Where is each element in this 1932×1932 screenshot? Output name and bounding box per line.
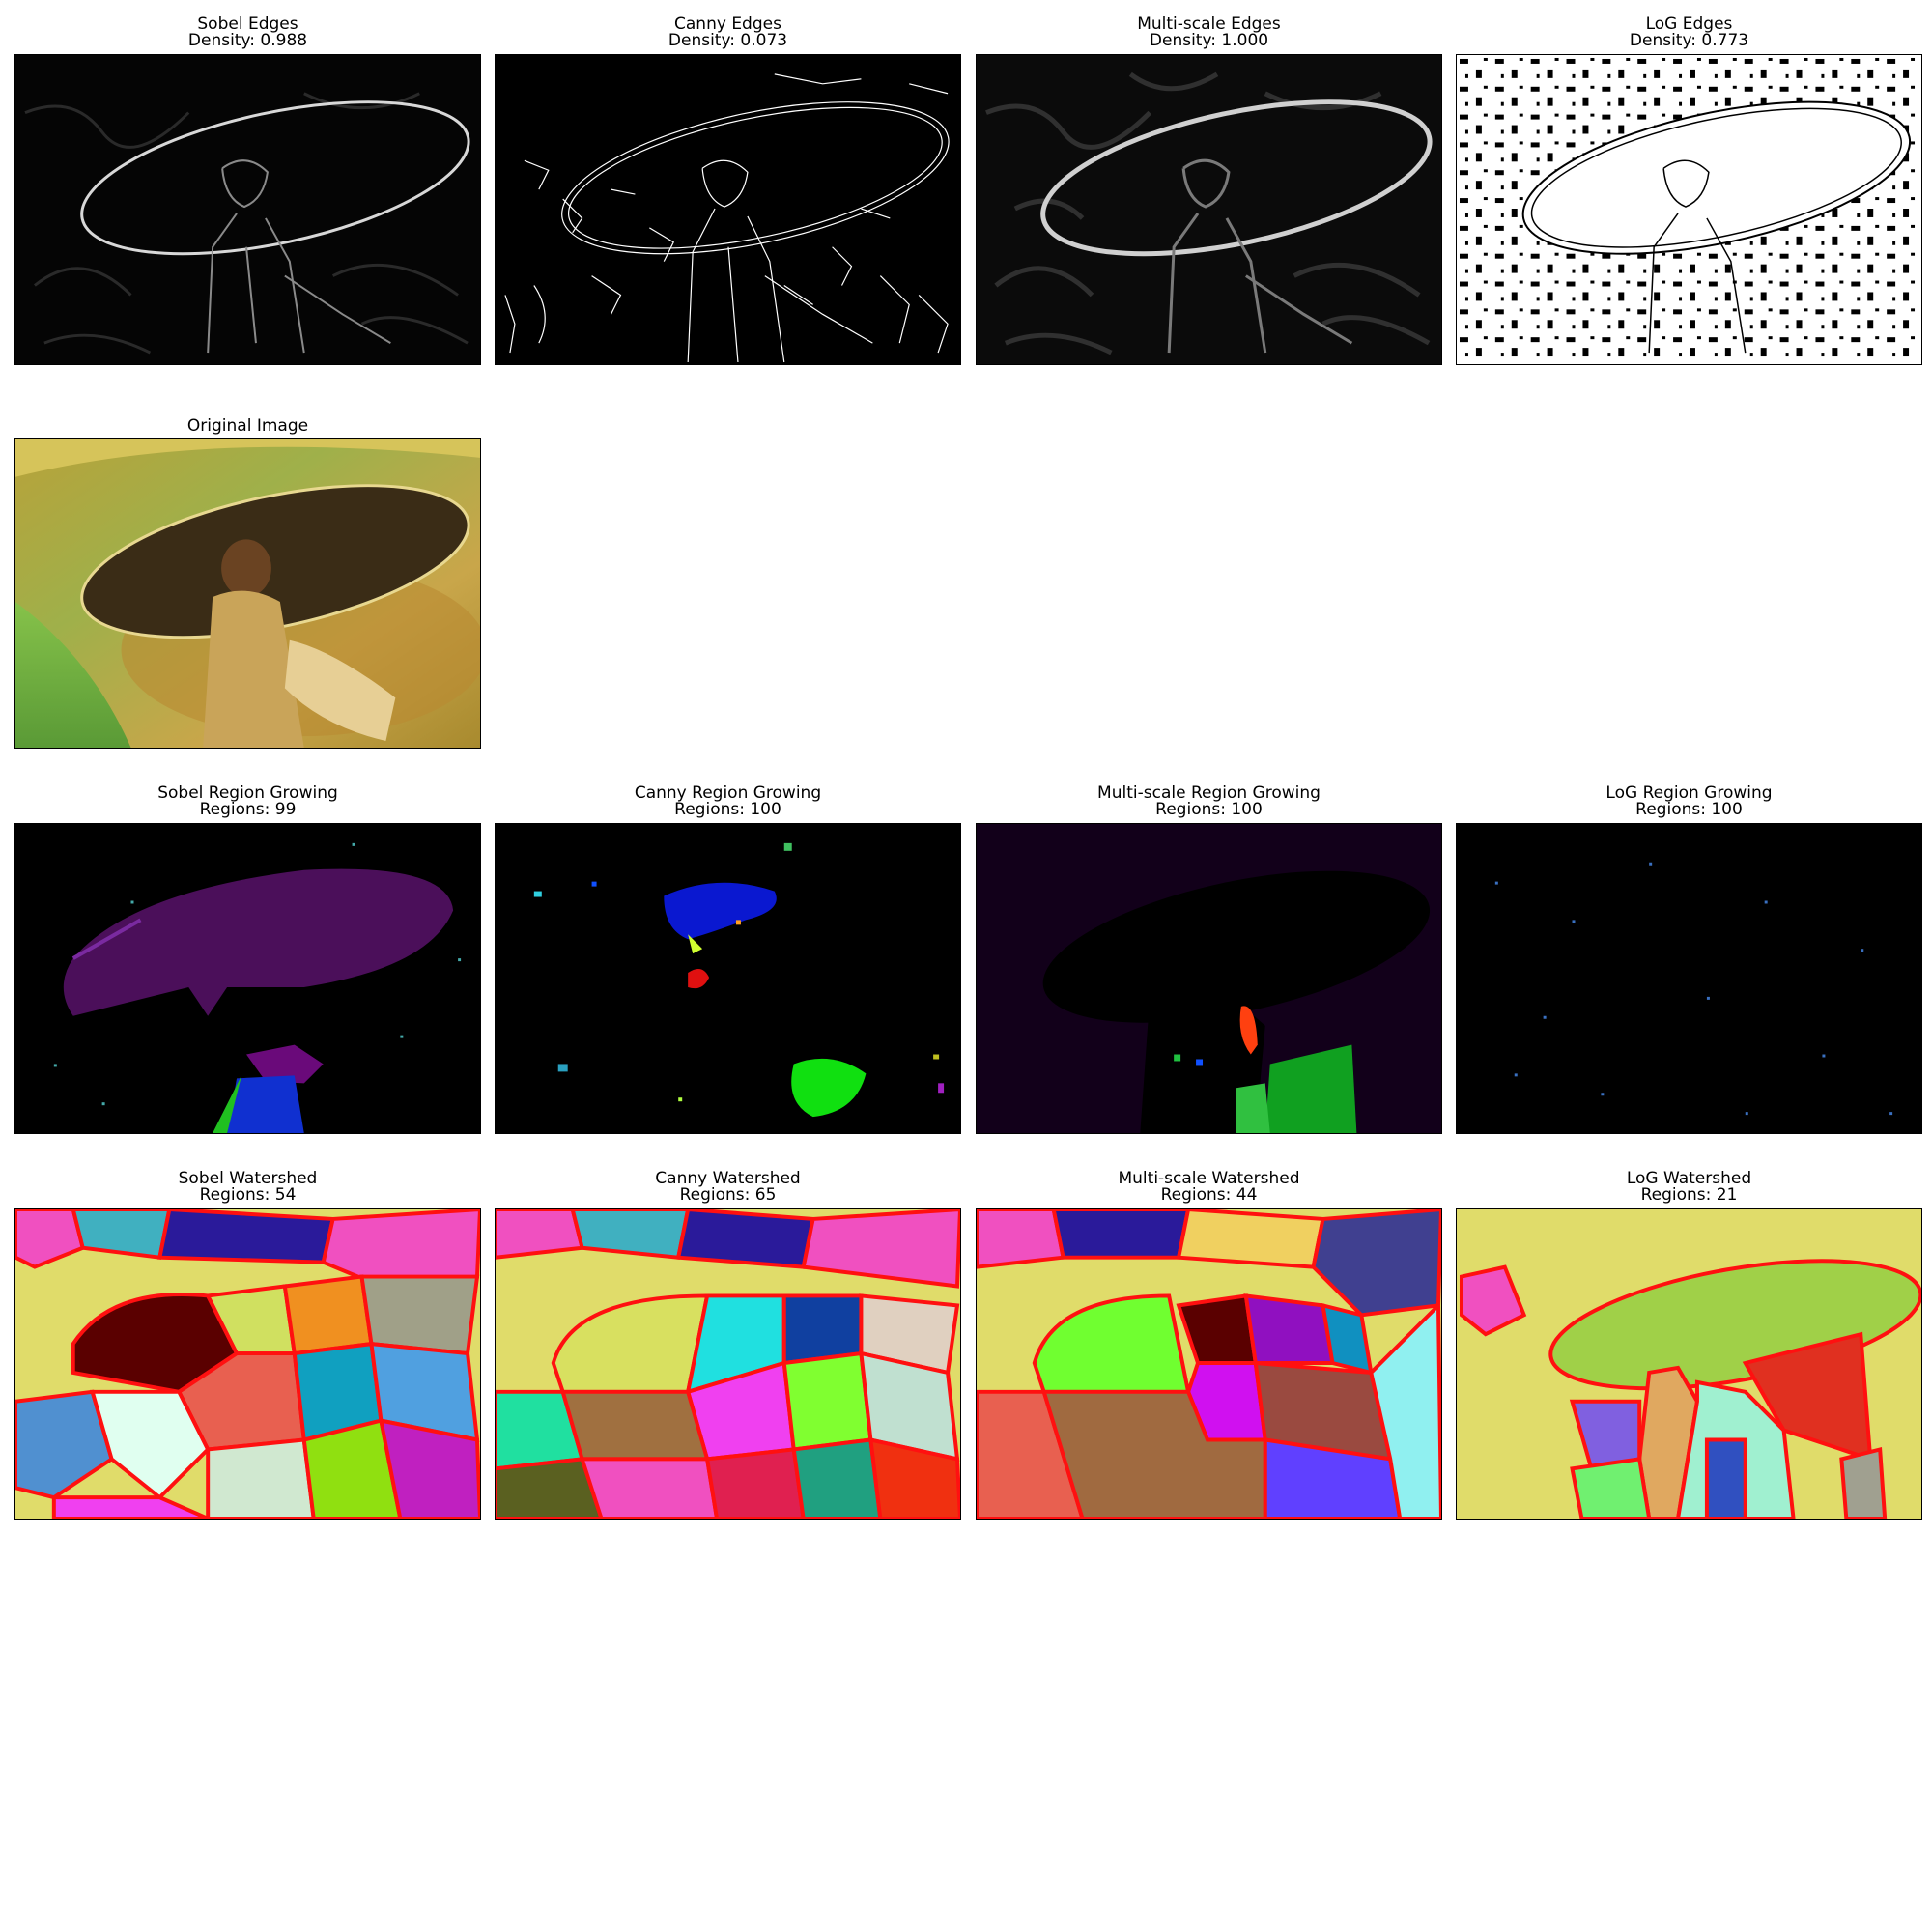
panel-canny-edges: Canny Edges Density: 0.073: [495, 14, 961, 365]
panel-title: LoG Edges: [1645, 14, 1733, 34]
panel-stat: Regions: 44: [1160, 1185, 1258, 1205]
panel-stat: Regions: 100: [674, 800, 781, 819]
panel-stat: Regions: 99: [199, 800, 297, 819]
multiscale-edges-image: [976, 54, 1442, 365]
panel-title: Canny Edges: [674, 14, 781, 34]
panel-title: Sobel Edges: [197, 14, 298, 34]
panel-multiscale-watershed: Multi-scale Watershed Regions: 44: [976, 1168, 1442, 1520]
panel-multiscale-region-growing: Multi-scale Region Growing Regions: 100: [976, 782, 1442, 1134]
panel-stat: Regions: 54: [199, 1185, 297, 1205]
log-region-growing-image: [1456, 823, 1922, 1134]
panel-title: Sobel Watershed: [178, 1169, 318, 1188]
panel-title: Original Image: [186, 416, 309, 436]
panel-multiscale-edges: Multi-scale Edges Density: 1.000: [976, 14, 1442, 365]
panel-title: Multi-scale Watershed: [1118, 1169, 1300, 1188]
canny-region-growing-image: [495, 823, 961, 1134]
panel-title: Canny Watershed: [655, 1169, 801, 1188]
multiscale-watershed-image: [976, 1208, 1442, 1520]
multiscale-region-growing-image: [976, 823, 1442, 1134]
panel-title: LoG Region Growing: [1605, 783, 1773, 803]
panel-log-edges: LoG Edges Density: 0.773: [1456, 14, 1922, 365]
log-watershed-image: [1456, 1208, 1922, 1520]
panel-sobel-watershed: Sobel Watershed Regions: 54: [14, 1168, 481, 1520]
panel-title: Sobel Region Growing: [157, 783, 338, 803]
sobel-region-growing-image: [14, 823, 481, 1134]
canny-edges-image: [495, 54, 961, 365]
original-photo: [14, 438, 481, 749]
panel-title: Multi-scale Edges: [1137, 14, 1281, 34]
panel-title: Multi-scale Region Growing: [1097, 783, 1321, 803]
panel-stat: Regions: 100: [1635, 800, 1743, 819]
panel-canny-watershed: Canny Watershed Regions: 65: [495, 1168, 961, 1520]
panel-canny-region-growing: Canny Region Growing Regions: 100: [495, 782, 961, 1134]
panel-sobel-edges: Sobel Edges Density: 0.988: [14, 14, 481, 365]
log-edges-image: [1456, 54, 1922, 365]
panel-title: LoG Watershed: [1626, 1169, 1752, 1188]
panel-log-region-growing: LoG Region Growing Regions: 100: [1456, 782, 1922, 1134]
panel-stat: Density: 1.000: [1149, 31, 1269, 50]
panel-stat: Density: 0.988: [187, 31, 308, 50]
panel-stat: Density: 0.073: [668, 31, 788, 50]
panel-sobel-region-growing: Sobel Region Growing Regions: 99: [14, 782, 481, 1134]
panel-stat: Regions: 65: [679, 1185, 777, 1205]
panel-stat: Density: 0.773: [1629, 31, 1749, 50]
panel-stat: Regions: 21: [1640, 1185, 1738, 1205]
panel-stat: Regions: 100: [1155, 800, 1263, 819]
sobel-edges-image: [14, 54, 481, 365]
sobel-watershed-image: [14, 1208, 481, 1520]
panel-original-image: Original Image: [14, 415, 481, 749]
panel-title: Canny Region Growing: [634, 783, 822, 803]
canny-watershed-image: [495, 1208, 961, 1520]
panel-log-watershed: LoG Watershed Regions: 21: [1456, 1168, 1922, 1520]
